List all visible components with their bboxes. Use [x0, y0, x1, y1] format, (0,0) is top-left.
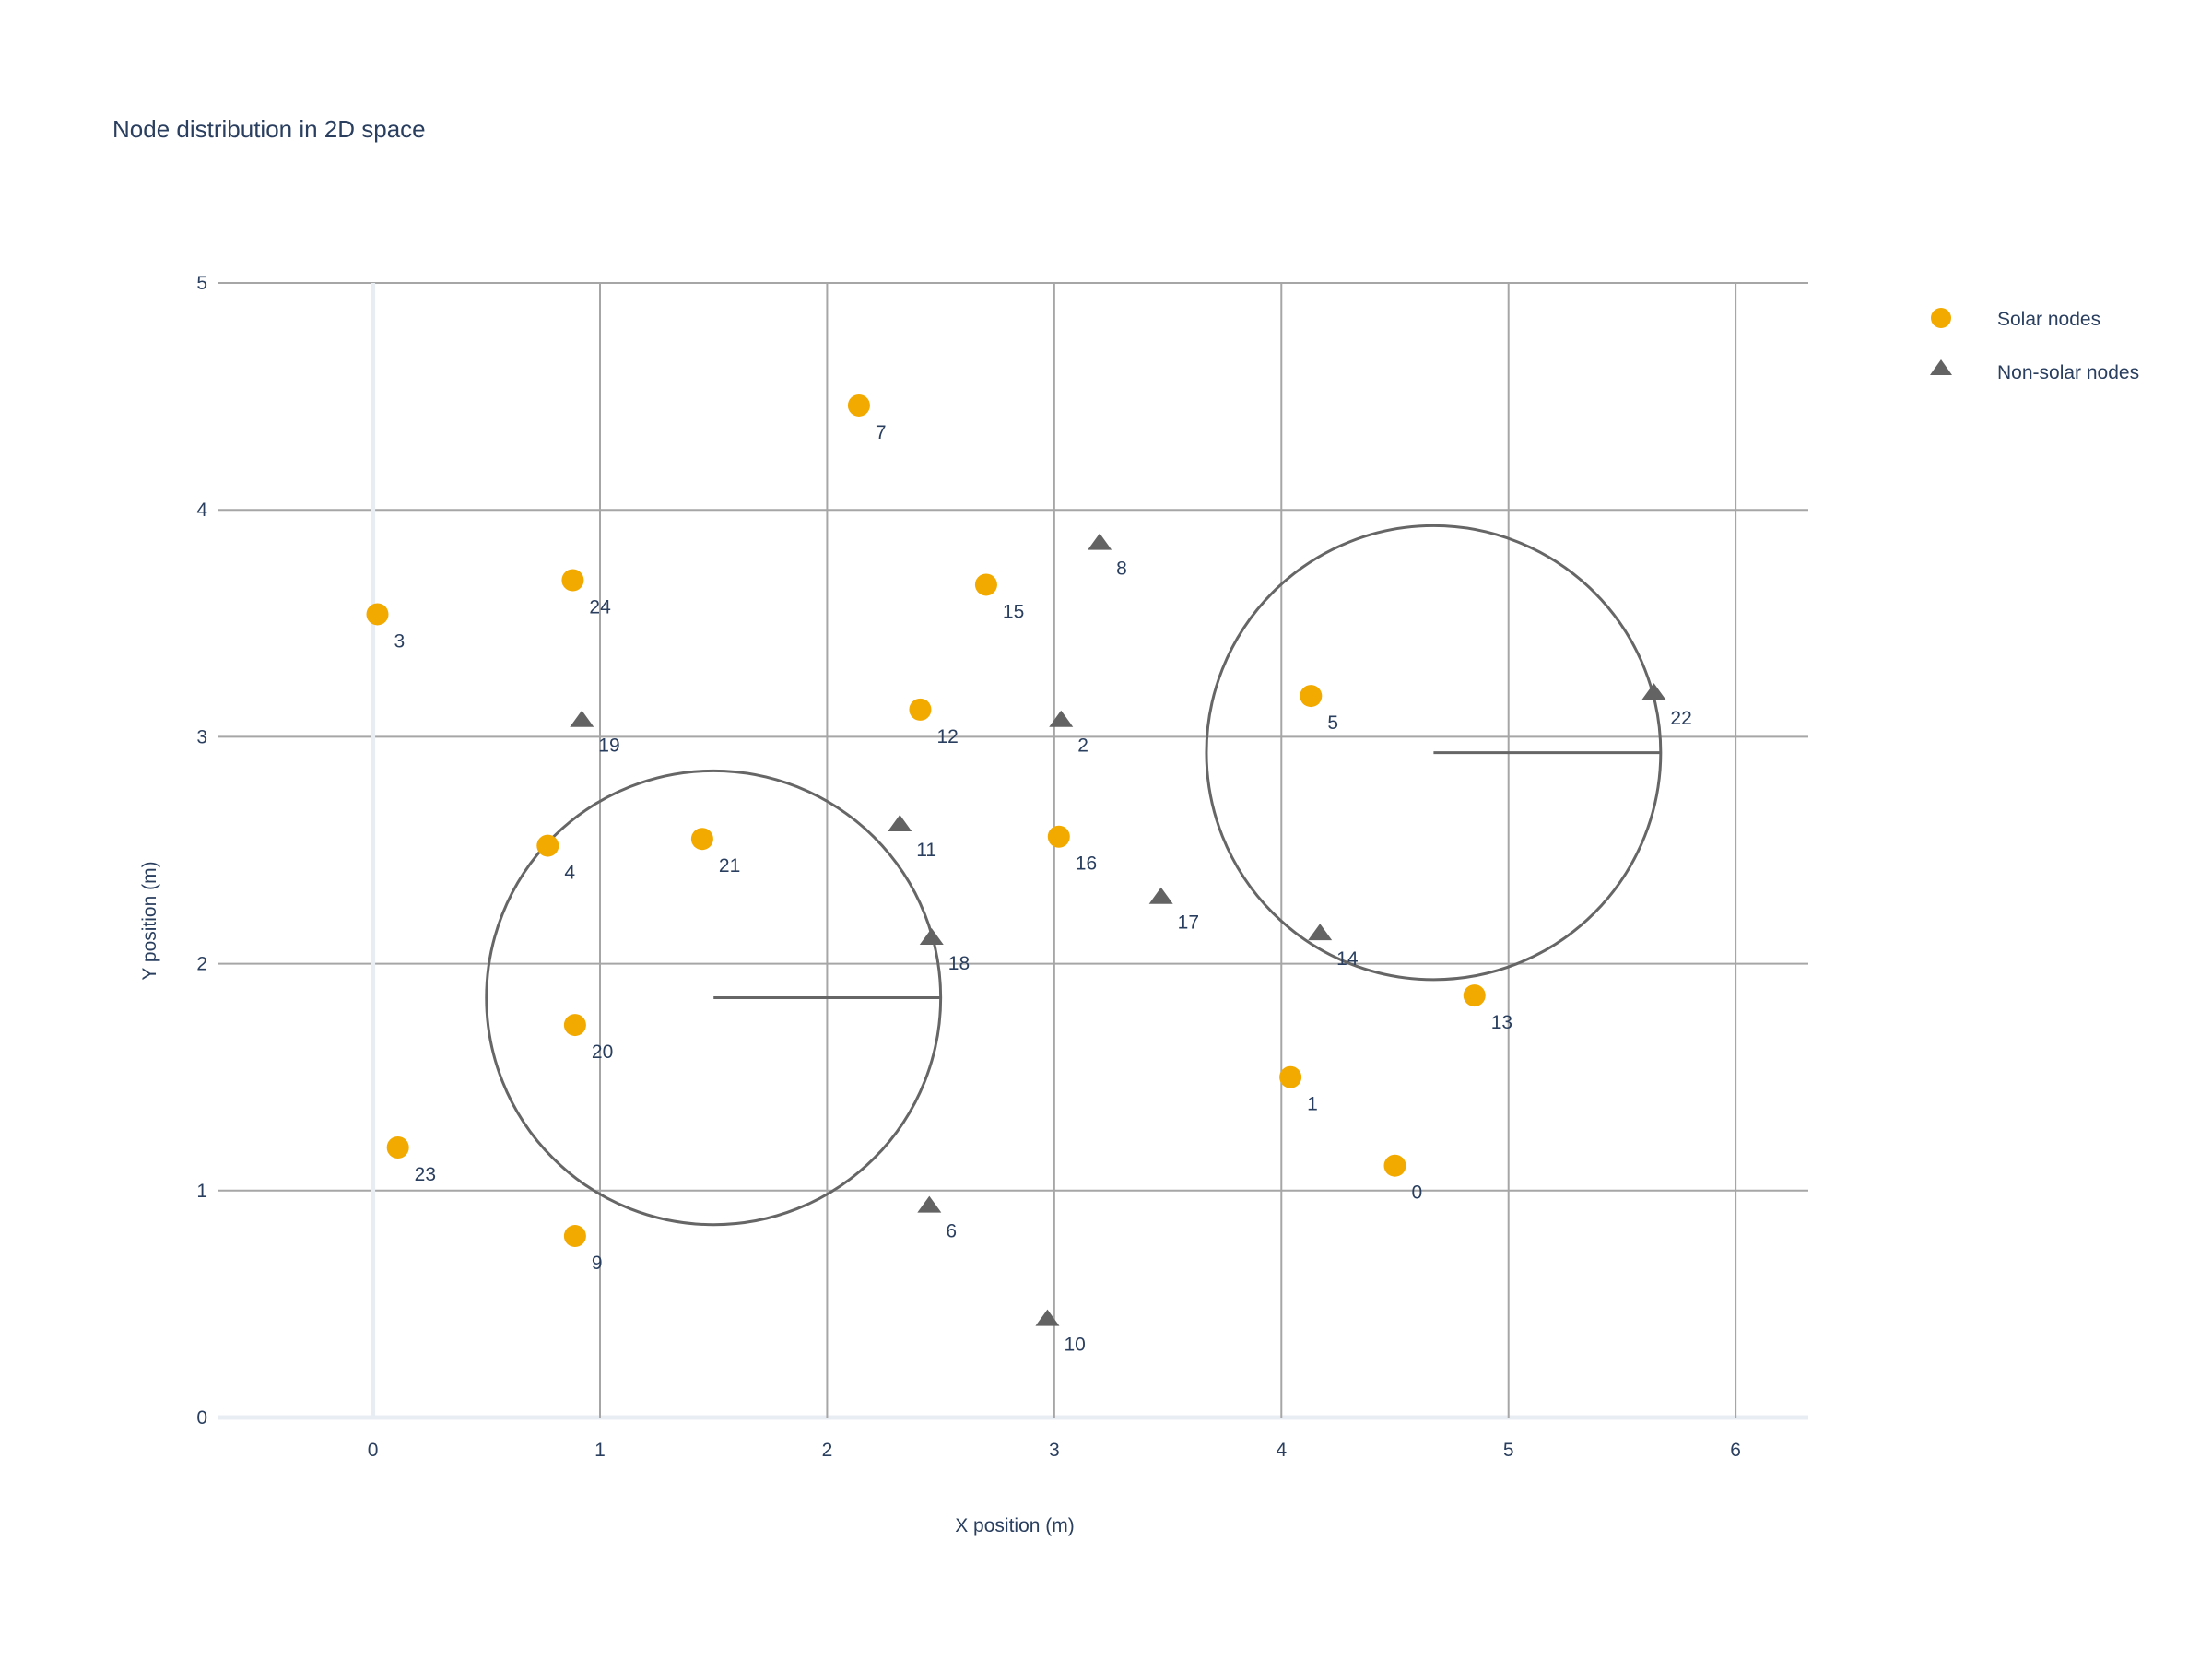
legend: Solar nodes Non-solar nodes [1930, 308, 2139, 383]
node-label-5: 5 [1327, 712, 1338, 734]
solar-node-point-9 [563, 1225, 586, 1248]
y-axis-title: Y position (m) [139, 861, 160, 980]
node-label-0: 0 [1412, 1182, 1423, 1204]
nonsolar-node-point-10 [1035, 1309, 1060, 1326]
solar-node-point-4 [536, 834, 559, 857]
node-label-9: 9 [592, 1253, 603, 1274]
solar-node-point-7 [847, 394, 870, 417]
node-label-3: 3 [394, 630, 406, 652]
nonsolar-node-point-8 [1088, 533, 1112, 550]
node-label-19: 19 [598, 735, 619, 757]
legend-solar-label: Solar nodes [1997, 309, 2100, 330]
legend-solar-marker [1931, 308, 1951, 328]
solar-node-point-12 [909, 698, 932, 721]
solar-node-point-5 [1300, 685, 1323, 708]
node-label-14: 14 [1336, 948, 1359, 970]
legend-item-nonsolar[interactable]: Non-solar nodes [1930, 359, 2139, 383]
node-label-21: 21 [719, 855, 740, 877]
legend-nonsolar-marker [1930, 359, 1952, 375]
solar-node-point-24 [561, 569, 584, 592]
solar-node-point-16 [1047, 825, 1070, 848]
x-tick-label: 6 [1730, 1440, 1741, 1461]
node-label-6: 6 [946, 1221, 957, 1242]
x-tick-label: 3 [1049, 1440, 1060, 1461]
solar-node-point-23 [386, 1136, 409, 1159]
node-label-13: 13 [1491, 1012, 1512, 1033]
nonsolar-node-point-22 [1641, 683, 1666, 700]
nonsolar-node-point-2 [1049, 710, 1074, 727]
node-label-11: 11 [916, 840, 936, 861]
node-label-22: 22 [1670, 708, 1691, 729]
y-tick-label: 2 [196, 954, 207, 975]
legend-nonsolar-label: Non-solar nodes [1997, 362, 2139, 383]
x-tick-label: 5 [1503, 1440, 1514, 1461]
node-label-12: 12 [936, 726, 958, 747]
node-label-4: 4 [564, 863, 575, 884]
node-label-15: 15 [1003, 601, 1024, 622]
node-label-24: 24 [589, 597, 611, 618]
solar-node-point-3 [366, 603, 389, 626]
nonsolar-node-point-19 [570, 710, 594, 727]
node-label-16: 16 [1076, 853, 1097, 875]
chart-title: Node distribution in 2D space [112, 115, 426, 143]
solar-node-point-13 [1463, 984, 1486, 1007]
nonsolar-node-point-17 [1148, 887, 1173, 904]
y-tick-label: 4 [196, 500, 207, 521]
nonsolar-node-point-18 [919, 928, 944, 946]
solar-node-point-15 [974, 573, 997, 596]
solar-node-point-20 [563, 1014, 586, 1037]
solar-node-point-21 [690, 828, 713, 851]
nonsolar-node-point-11 [888, 814, 912, 831]
node-label-20: 20 [592, 1041, 613, 1063]
node-label-2: 2 [1077, 735, 1088, 757]
y-tick-label: 1 [196, 1181, 207, 1202]
x-tick-label: 0 [368, 1440, 379, 1461]
nonsolar-node-point-14 [1308, 924, 1333, 941]
node-label-8: 8 [1116, 559, 1127, 580]
legend-item-solar[interactable]: Solar nodes [1931, 308, 2100, 330]
nonsolar-node-point-6 [917, 1195, 942, 1213]
node-label-23: 23 [415, 1164, 436, 1185]
solar-node-point-1 [1279, 1065, 1302, 1088]
node-label-7: 7 [876, 422, 887, 443]
node-label-10: 10 [1064, 1335, 1085, 1356]
y-tick-label: 0 [196, 1407, 207, 1429]
node-label-1: 1 [1307, 1094, 1318, 1115]
node-label-18: 18 [948, 953, 970, 974]
solar-node-point-0 [1383, 1154, 1406, 1177]
y-tick-label: 3 [196, 726, 207, 747]
x-axis-title: X position (m) [955, 1515, 1075, 1536]
x-tick-label: 1 [594, 1440, 606, 1461]
y-tick-label: 5 [196, 273, 207, 294]
x-tick-label: 4 [1276, 1440, 1287, 1461]
node-label-17: 17 [1178, 912, 1199, 934]
x-tick-label: 2 [822, 1440, 833, 1461]
